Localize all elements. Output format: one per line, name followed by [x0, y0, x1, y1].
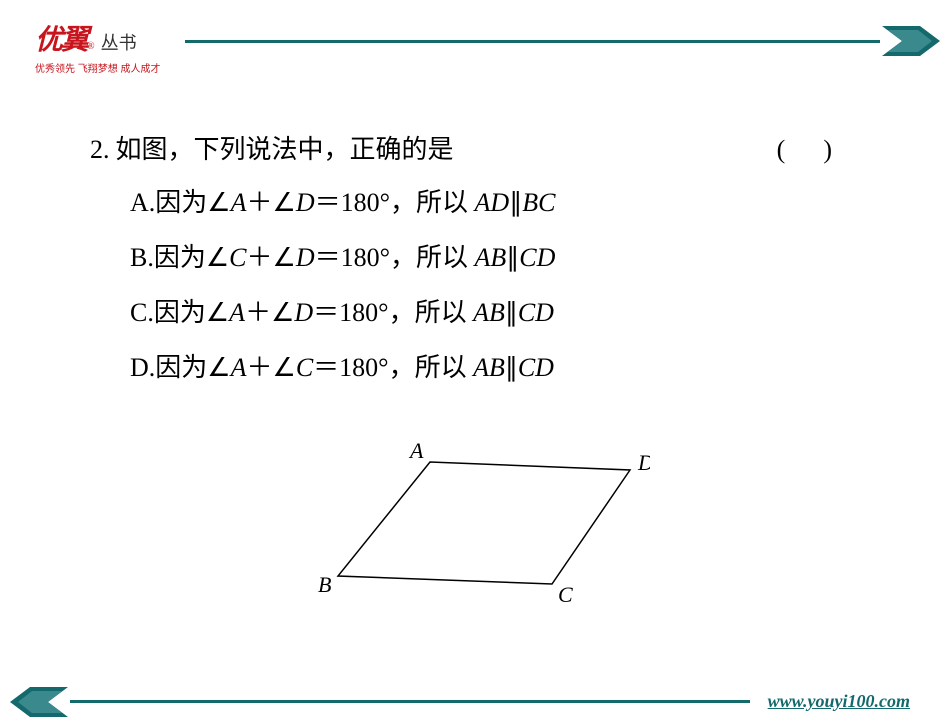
question-row: 2. 如图，下列说法中，正确的是 ()	[90, 125, 870, 174]
option-c-label: C.	[130, 298, 154, 327]
option-c-prefix: 因为	[154, 298, 206, 327]
option-c-angle2: D	[294, 298, 313, 327]
svg-text:D: D	[637, 450, 650, 475]
option-b-angle1: C	[229, 243, 246, 272]
option-a-eq: ＝180°，所以	[315, 188, 475, 217]
footer-arrow-icon	[10, 687, 68, 722]
option-b-op: ＋	[247, 243, 273, 272]
parallelogram-figure: A D C B	[310, 434, 650, 604]
option-b-seg2: CD	[519, 243, 555, 272]
header-divider	[185, 40, 880, 43]
angle-symbol: ∠	[207, 188, 230, 217]
options-list: A.因为∠A＋∠D＝180°，所以 AD∥BC B.因为∠C＋∠D＝180°，所…	[90, 176, 870, 394]
parallel-symbol: ∥	[506, 242, 519, 272]
option-d-label: D.	[130, 353, 155, 382]
angle-symbol: ∠	[206, 243, 229, 272]
angle-symbol: ∠	[273, 188, 296, 217]
option-a-seg1: AD	[475, 188, 510, 217]
header-arrow-icon	[882, 26, 940, 61]
paren-right: )	[823, 135, 870, 164]
parallel-symbol: ∥	[505, 352, 518, 382]
option-b: B.因为∠C＋∠D＝180°，所以 AB∥CD	[130, 231, 870, 284]
svg-text:C: C	[558, 582, 573, 604]
footer-divider	[70, 700, 750, 703]
option-b-eq: ＝180°，所以	[315, 243, 475, 272]
angle-symbol: ∠	[273, 353, 296, 382]
option-b-label: B.	[130, 243, 154, 272]
logo-brand-text: 优翼	[35, 18, 87, 58]
option-c-angle1: A	[229, 298, 245, 327]
option-d-eq: ＝180°，所以	[313, 353, 473, 382]
option-d-angle1: A	[231, 353, 247, 382]
option-b-angle2: D	[296, 243, 315, 272]
parallel-symbol: ∥	[505, 297, 518, 327]
option-a-angle2: D	[296, 188, 315, 217]
logo-tagline: 优秀领先 飞翔梦想 成人成才	[35, 60, 161, 75]
answer-paren: ()	[777, 125, 870, 174]
figure-area: A D C B	[90, 434, 870, 609]
option-c-seg2: CD	[518, 298, 554, 327]
content-area: 2. 如图，下列说法中，正确的是 () A.因为∠A＋∠D＝180°，所以 AD…	[0, 70, 950, 609]
option-d-seg2: CD	[518, 353, 554, 382]
logo-area: 优翼 ® 丛书 优秀领先 飞翔梦想 成人成才	[35, 18, 161, 75]
parallel-symbol: ∥	[509, 187, 522, 217]
option-d-seg1: AB	[473, 353, 505, 382]
option-d-prefix: 因为	[155, 353, 207, 382]
option-d: D.因为∠A＋∠C＝180°，所以 AB∥CD	[130, 341, 870, 394]
question-number: 2.	[90, 125, 110, 174]
option-b-prefix: 因为	[154, 243, 206, 272]
option-d-angle2: C	[296, 353, 313, 382]
angle-symbol: ∠	[273, 243, 296, 272]
option-c: C.因为∠A＋∠D＝180°，所以 AB∥CD	[130, 286, 870, 339]
header: 优翼 ® 丛书 优秀领先 飞翔梦想 成人成才	[0, 0, 950, 70]
option-b-seg1: AB	[475, 243, 507, 272]
option-a-prefix: 因为	[155, 188, 207, 217]
option-a-angle1: A	[231, 188, 247, 217]
question-text: 如图，下列说法中，正确的是	[116, 125, 777, 174]
angle-symbol: ∠	[271, 298, 294, 327]
svg-text:B: B	[318, 572, 331, 597]
option-a-op: ＋	[247, 188, 273, 217]
option-c-op: ＋	[245, 298, 271, 327]
paren-left: (	[777, 135, 824, 164]
angle-symbol: ∠	[207, 353, 230, 382]
option-c-seg1: AB	[473, 298, 505, 327]
logo-series-text: 丛书	[101, 29, 137, 55]
option-d-op: ＋	[247, 353, 273, 382]
option-a-seg2: BC	[522, 188, 555, 217]
logo-main: 优翼 ® 丛书	[35, 18, 161, 58]
option-a: A.因为∠A＋∠D＝180°，所以 AD∥BC	[130, 176, 870, 229]
footer-url: www.youyi100.com	[768, 691, 910, 712]
svg-text:A: A	[408, 438, 424, 463]
option-a-label: A.	[130, 188, 155, 217]
option-c-eq: ＝180°，所以	[313, 298, 473, 327]
logo-registered: ®	[87, 41, 95, 52]
angle-symbol: ∠	[206, 298, 229, 327]
